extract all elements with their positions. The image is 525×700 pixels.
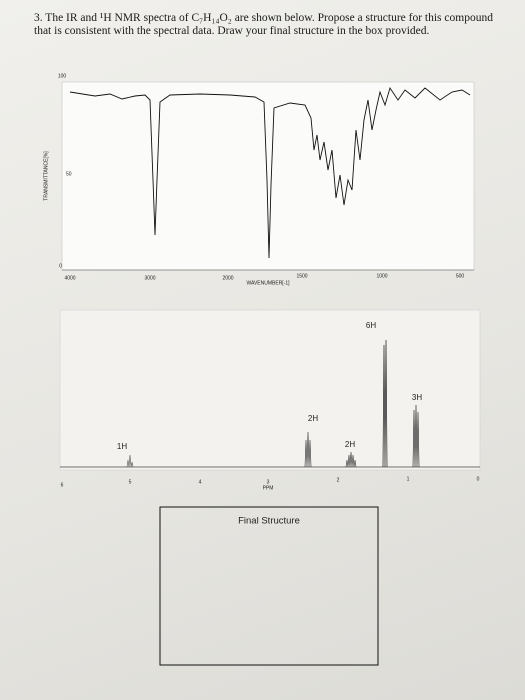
answer-box-label: Final Structure	[238, 516, 300, 527]
ir-x-label: WAVENUMBER[-1]	[246, 280, 290, 286]
ir-x-tick: 1500	[296, 273, 307, 279]
nmr-peak	[345, 451, 357, 468]
ir-x-tick: 3000	[144, 275, 155, 281]
nmr-x-tick: 0	[477, 476, 480, 482]
nmr-x-tick: 4	[199, 479, 202, 485]
nmr-frame	[59, 309, 481, 471]
integration-label: 3H	[412, 393, 422, 402]
nmr-peak	[412, 404, 420, 468]
ir-x-tick: 2000	[222, 275, 233, 281]
ir-x-tick: 4000	[64, 275, 75, 281]
integration-label: 6H	[366, 321, 376, 330]
nmr-x-label: PPM	[263, 485, 274, 491]
nmr-x-tick: 1	[407, 476, 410, 482]
integration-label: 1H	[117, 442, 127, 451]
ir-y-tick: 100	[58, 73, 67, 79]
ir-y-label: TRANSMITTANCE[%]	[43, 151, 49, 201]
integration-label: 2H	[308, 414, 318, 423]
nmr-peak	[126, 454, 134, 468]
answer-box	[159, 506, 379, 666]
nmr-peak	[304, 431, 312, 468]
integration-label: 2H	[345, 440, 355, 449]
ir-trace	[69, 86, 471, 259]
ir-x-tick: 1000	[376, 273, 387, 279]
nmr-x-tick: 3	[267, 479, 270, 485]
nmr-x-tick: 2	[337, 477, 340, 483]
ir-frame	[61, 81, 475, 271]
nmr-peak	[382, 339, 388, 468]
ir-x-tick: 500	[456, 273, 465, 279]
ir-y-tick: 50	[66, 171, 72, 177]
ir-y-tick: 0	[59, 263, 62, 269]
nmr-x-tick: 5	[129, 479, 132, 485]
question-text: 3. The IR and ¹H NMR spectra of C₇H₁₄O₂ …	[34, 12, 493, 37]
nmr-x-tick: 6	[61, 482, 64, 488]
